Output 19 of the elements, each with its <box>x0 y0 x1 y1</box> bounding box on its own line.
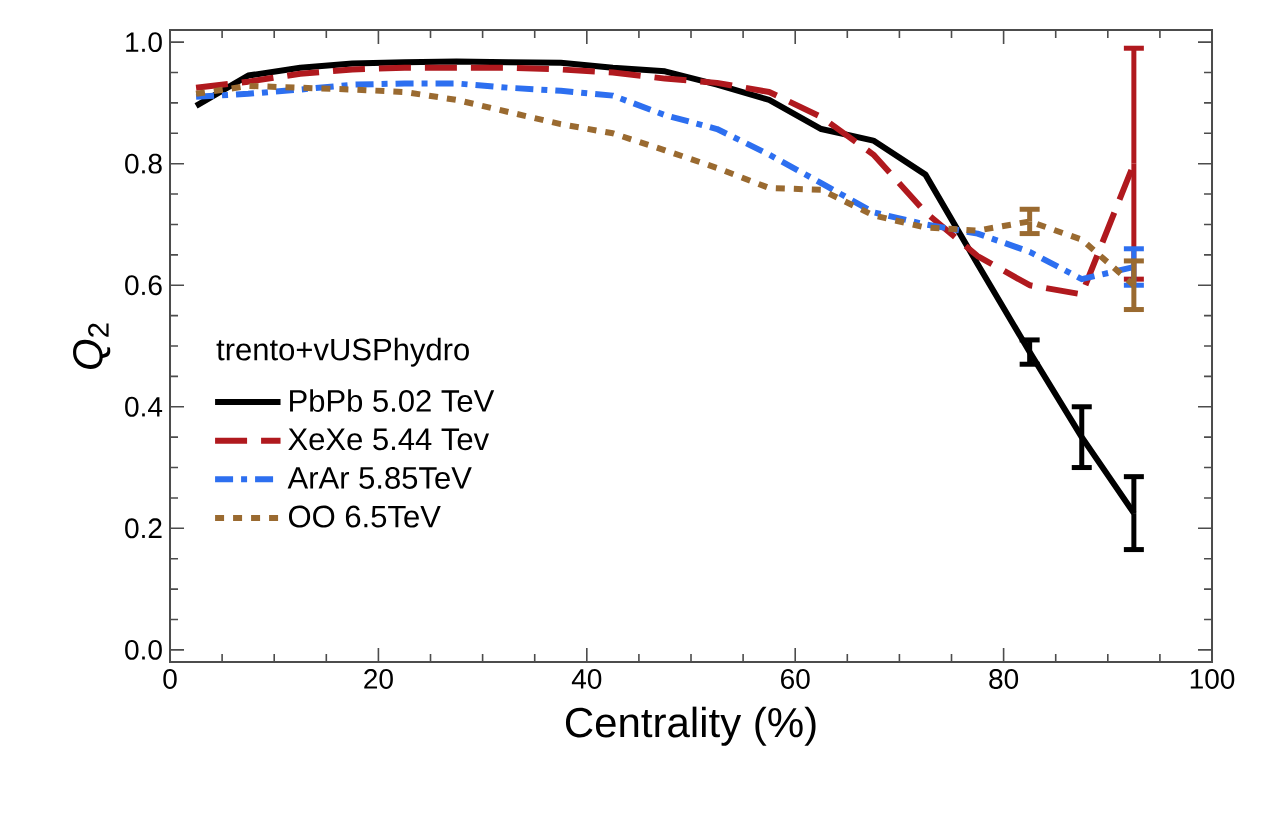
y-tick-label: 0.8 <box>125 153 162 174</box>
y-axis-title: Q$_{2}$ <box>73 323 111 369</box>
x-tick-label: 0 <box>163 669 177 689</box>
legend-label: ArAr 5.85TeV <box>287 466 472 489</box>
y-tick-label: 0.4 <box>125 396 163 417</box>
y-tick-label: 0.2 <box>125 518 162 539</box>
x-axis-title: Centrality (%) <box>565 706 816 746</box>
y-tick-label: 0.6 <box>125 275 162 296</box>
y-tick-label: 0.0 <box>125 639 162 660</box>
legend-label: OO 6.5TeV <box>289 505 441 528</box>
y-tick-label: 1.0 <box>126 32 162 53</box>
x-tick-label: 40 <box>571 669 602 689</box>
x-tick-label: 60 <box>781 669 810 689</box>
legend-title: trento+vUSPhydro <box>216 337 469 367</box>
legend-label: XeXe 5.44 Tev <box>288 428 490 451</box>
x-tick-label: 20 <box>364 669 393 689</box>
legend-label: PbPb 5.02 TeV <box>290 389 495 412</box>
x-tick-label: 80 <box>989 669 1019 689</box>
x-tick-label: 100 <box>1190 669 1235 689</box>
